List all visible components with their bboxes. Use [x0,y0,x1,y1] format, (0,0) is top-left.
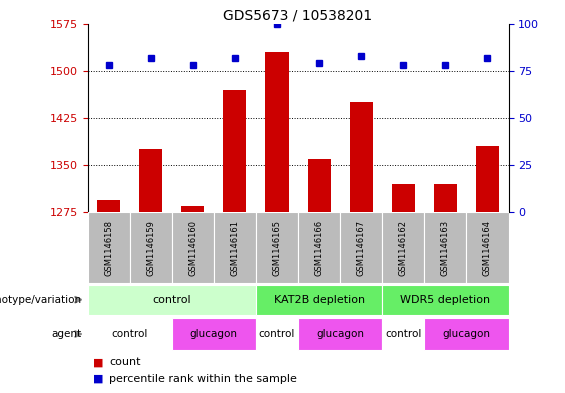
Bar [256,212,298,283]
Bar [382,285,508,315]
Bar [139,149,162,212]
Bar [172,212,214,283]
Text: GSM1146166: GSM1146166 [315,220,324,275]
Text: GSM1146158: GSM1146158 [104,220,113,275]
Bar [434,184,457,212]
Bar [130,212,172,283]
Bar [256,285,382,315]
Text: KAT2B depletion: KAT2B depletion [273,295,364,305]
Text: GSM1146159: GSM1146159 [146,220,155,275]
Text: ■: ■ [93,374,104,384]
Bar [298,212,340,283]
Text: GSM1146161: GSM1146161 [231,220,240,275]
Text: genotype/variation: genotype/variation [0,295,82,305]
Text: GSM1146160: GSM1146160 [188,220,197,275]
Text: GSM1146165: GSM1146165 [272,220,281,275]
Bar [266,52,289,212]
Bar [476,146,499,212]
Text: count: count [109,357,141,367]
Text: GSM1146162: GSM1146162 [399,220,408,275]
Bar [88,285,256,315]
Bar [256,318,298,350]
Bar [340,212,382,283]
Text: control: control [111,329,148,339]
Bar [307,159,331,212]
Bar [88,318,172,350]
Bar [350,102,373,212]
Text: glucagon: glucagon [316,329,364,339]
Text: glucagon: glucagon [442,329,490,339]
Bar [424,212,467,283]
Text: control: control [153,295,191,305]
Bar [392,184,415,212]
Bar [97,200,120,212]
Text: GSM1146167: GSM1146167 [357,220,366,275]
Bar [298,318,382,350]
Text: ■: ■ [93,357,104,367]
Text: glucagon: glucagon [190,329,238,339]
Bar [382,318,424,350]
Text: GSM1146163: GSM1146163 [441,220,450,275]
Text: GSM1146164: GSM1146164 [483,220,492,275]
Bar [467,212,509,283]
Bar [88,212,130,283]
Bar [382,212,424,283]
Bar [172,318,256,350]
Bar [424,318,508,350]
Bar [181,206,205,212]
Text: control: control [385,329,421,339]
Text: WDR5 depletion: WDR5 depletion [400,295,490,305]
Text: control: control [259,329,295,339]
Title: GDS5673 / 10538201: GDS5673 / 10538201 [224,8,372,22]
Bar [223,90,246,212]
Text: percentile rank within the sample: percentile rank within the sample [109,374,297,384]
Bar [214,212,256,283]
Text: agent: agent [52,329,82,339]
